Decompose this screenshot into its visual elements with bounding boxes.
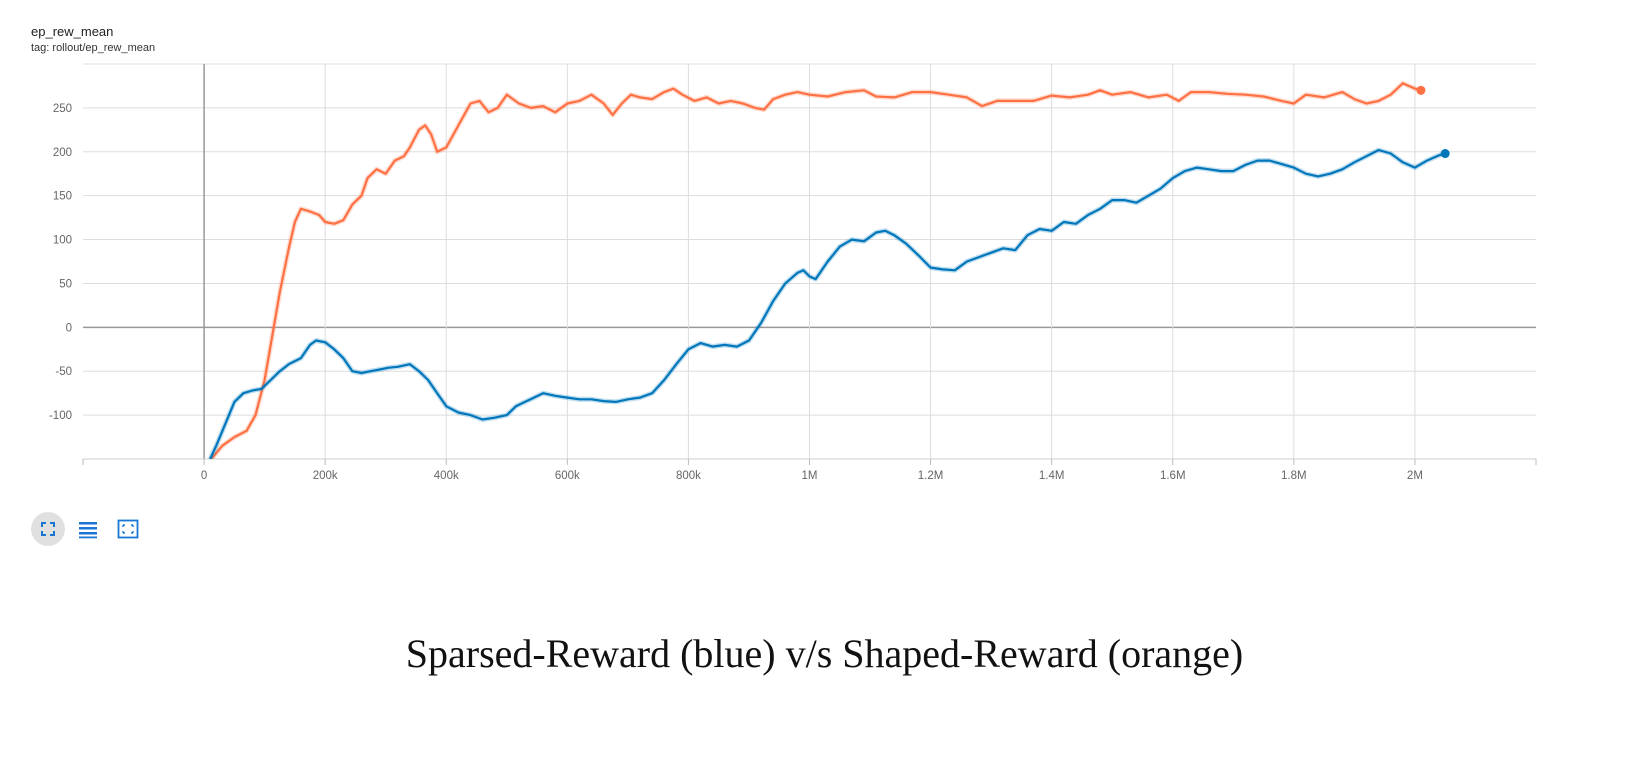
- orange-series-endpoint: [1416, 85, 1426, 95]
- fullscreen-button[interactable]: [31, 512, 65, 546]
- y-tick-label: 200: [53, 147, 72, 159]
- y-tick-label: 100: [53, 235, 72, 247]
- figure-caption: Sparsed-Reward (blue) v/s Shaped-Reward …: [405, 631, 1244, 676]
- y-tick-label: 250: [53, 103, 72, 115]
- blue-series-endpoint: [1440, 149, 1450, 159]
- blue-series-line: [209, 148, 1446, 459]
- x-tick-label: 2M: [1407, 470, 1423, 482]
- y-tick-label: -100: [49, 410, 72, 422]
- y-tick-label: 0: [66, 322, 72, 334]
- toggle-list-button[interactable]: [71, 512, 105, 546]
- list-icon: [79, 522, 97, 539]
- chart-tag: tag: rollout/ep_rew_mean: [31, 42, 156, 54]
- series-halo-line: [207, 147, 1446, 459]
- orange-series-line: [210, 82, 1422, 459]
- y-tick-label: 50: [59, 278, 72, 290]
- x-tick-label: 200k: [313, 470, 338, 482]
- x-tick-label: 800k: [676, 470, 701, 482]
- x-tick-label: 1M: [802, 470, 818, 482]
- chart-title: ep_rew_mean: [31, 24, 114, 39]
- x-tick-label: 1.8M: [1281, 470, 1307, 482]
- x-tick-label: 600k: [555, 470, 580, 482]
- y-tick-label: 150: [53, 191, 72, 203]
- fit-domain-button[interactable]: [111, 512, 145, 546]
- x-tick-label: 400k: [434, 470, 459, 482]
- x-tick-label: 1.6M: [1160, 470, 1186, 482]
- fit-domain-icon: [117, 519, 139, 539]
- fullscreen-icon: [41, 522, 55, 536]
- x-tick-label: 0: [201, 470, 207, 482]
- y-tick-label: -50: [55, 366, 72, 378]
- x-tick-label: 1.2M: [918, 470, 944, 482]
- series-halo-line: [209, 80, 1422, 459]
- x-tick-label: 1.4M: [1039, 470, 1065, 482]
- line-chart[interactable]: 250 200 150 100 50 0 -50 -100 0 200k 400k 600k 800k 1…: [0, 60, 1649, 490]
- chart-toolbar: [31, 512, 145, 546]
